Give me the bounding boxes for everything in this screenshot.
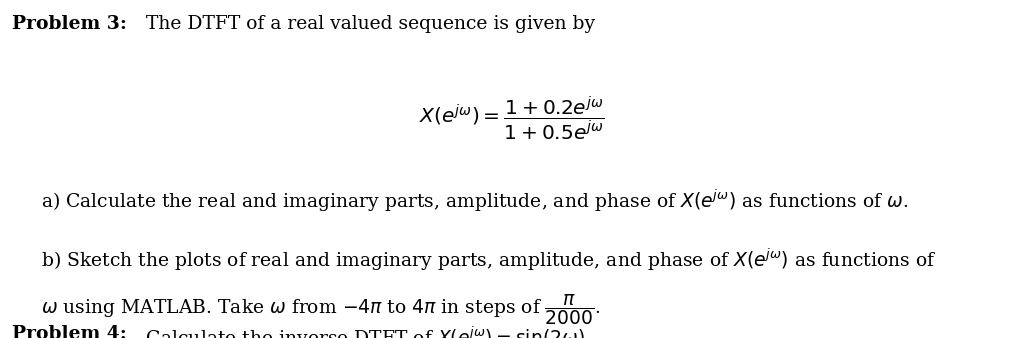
Text: Calculate the inverse DTFT of $X(e^{j\omega}) = \sin(2\omega)$.: Calculate the inverse DTFT of $X(e^{j\om…	[140, 325, 591, 338]
Text: $\omega$ using MATLAB. Take $\omega$ from $-4\pi$ to $4\pi$ in steps of $\dfrac{: $\omega$ using MATLAB. Take $\omega$ fro…	[41, 292, 601, 327]
Text: b) Sketch the plots of real and imaginary parts, amplitude, and phase of $X(e^{j: b) Sketch the plots of real and imaginar…	[41, 247, 936, 273]
Text: The DTFT of a real valued sequence is given by: The DTFT of a real valued sequence is gi…	[140, 15, 595, 33]
Text: a) Calculate the real and imaginary parts, amplitude, and phase of $X(e^{j\omega: a) Calculate the real and imaginary part…	[41, 188, 908, 214]
Text: $X(e^{j\omega}) = \dfrac{1 + 0.2e^{j\omega}}{1 + 0.5e^{j\omega}}$: $X(e^{j\omega}) = \dfrac{1 + 0.2e^{j\ome…	[419, 95, 605, 142]
Text: Problem 4:: Problem 4:	[12, 325, 127, 338]
Text: Problem 3:: Problem 3:	[12, 15, 127, 33]
